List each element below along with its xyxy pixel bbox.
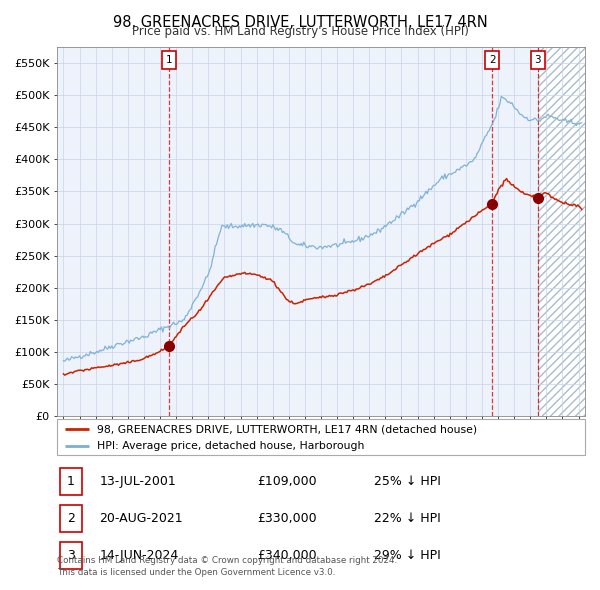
Text: 22% ↓ HPI: 22% ↓ HPI bbox=[374, 512, 440, 525]
Text: 20-AUG-2021: 20-AUG-2021 bbox=[99, 512, 183, 525]
Text: 98, GREENACRES DRIVE, LUTTERWORTH, LE17 4RN (detached house): 98, GREENACRES DRIVE, LUTTERWORTH, LE17 … bbox=[97, 424, 477, 434]
Text: 14-JUN-2024: 14-JUN-2024 bbox=[99, 549, 178, 562]
Text: 2: 2 bbox=[67, 512, 74, 525]
Text: £330,000: £330,000 bbox=[257, 512, 317, 525]
Text: Price paid vs. HM Land Registry's House Price Index (HPI): Price paid vs. HM Land Registry's House … bbox=[131, 25, 469, 38]
Text: 1: 1 bbox=[166, 55, 172, 65]
Text: 29% ↓ HPI: 29% ↓ HPI bbox=[374, 549, 440, 562]
Text: 2: 2 bbox=[489, 55, 496, 65]
Bar bbox=[59, 468, 82, 495]
Text: 3: 3 bbox=[535, 55, 541, 65]
Text: Contains HM Land Registry data © Crown copyright and database right 2024.
This d: Contains HM Land Registry data © Crown c… bbox=[57, 556, 397, 577]
Text: HPI: Average price, detached house, Harborough: HPI: Average price, detached house, Harb… bbox=[97, 441, 364, 451]
Text: 98, GREENACRES DRIVE, LUTTERWORTH, LE17 4RN: 98, GREENACRES DRIVE, LUTTERWORTH, LE17 … bbox=[113, 15, 487, 30]
Bar bbox=[538, 47, 593, 416]
Text: 1: 1 bbox=[67, 475, 74, 488]
Text: 13-JUL-2001: 13-JUL-2001 bbox=[99, 475, 176, 488]
Text: 3: 3 bbox=[67, 549, 74, 562]
Text: 25% ↓ HPI: 25% ↓ HPI bbox=[374, 475, 440, 488]
Text: £340,000: £340,000 bbox=[257, 549, 317, 562]
Text: £109,000: £109,000 bbox=[257, 475, 317, 488]
Bar bbox=[59, 542, 82, 569]
Bar bbox=[59, 505, 82, 532]
